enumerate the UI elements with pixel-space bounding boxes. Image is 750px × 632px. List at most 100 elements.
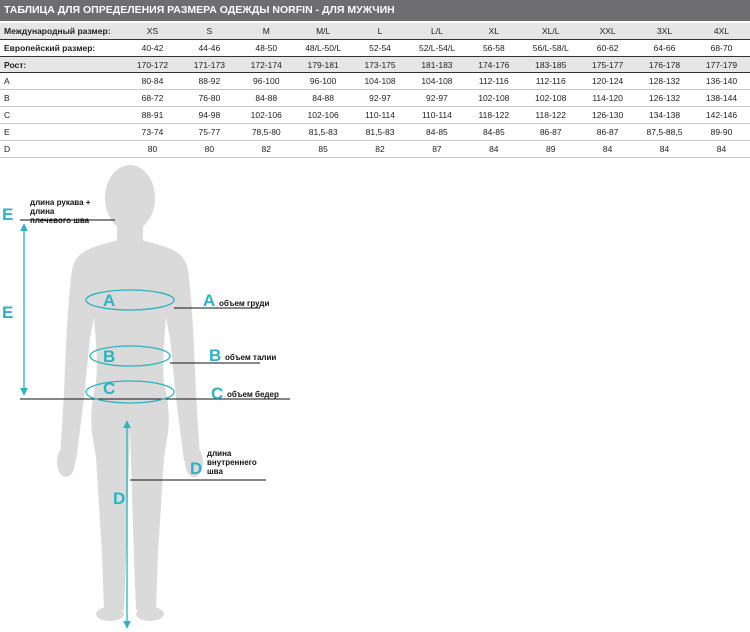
international-size-cell: S bbox=[180, 23, 238, 40]
height-label: Рост: bbox=[0, 56, 125, 73]
measurement-cell: 86-87 bbox=[522, 123, 580, 141]
measurement-cell: 102-108 bbox=[522, 89, 580, 107]
european-size-cell: 56/L-58/L bbox=[522, 39, 580, 57]
measurement-cell: 75-77 bbox=[180, 123, 238, 141]
measurement-cell: 84 bbox=[465, 140, 523, 158]
height-cell: 171-173 bbox=[180, 56, 238, 73]
letter-a-label: A bbox=[203, 291, 215, 310]
measurement-cell: 82 bbox=[237, 140, 295, 158]
measurement-cell: 89-90 bbox=[692, 123, 750, 141]
measure-e: E E длина рукава + длина плечевого шва bbox=[2, 198, 175, 400]
measurement-cell: 80 bbox=[180, 140, 238, 158]
measurement-cell: 92-97 bbox=[408, 89, 466, 107]
measurement-cell: 142-146 bbox=[692, 106, 750, 124]
body-silhouette bbox=[57, 165, 203, 621]
measure-d: D D длина внутреннего шва bbox=[113, 420, 266, 629]
measurement-cell: 76-80 bbox=[180, 89, 238, 107]
height-cell: 174-176 bbox=[465, 56, 523, 73]
measurement-cell: 84-88 bbox=[294, 89, 352, 107]
measurement-cell: 84-88 bbox=[237, 89, 295, 107]
measurement-cell: 96-100 bbox=[294, 72, 352, 90]
label-e-line3: плечевого шва bbox=[30, 216, 90, 225]
height-cell: 172-174 bbox=[237, 56, 295, 73]
letter-b-body: B bbox=[103, 347, 115, 366]
measurement-cell: 81,5-83 bbox=[351, 123, 409, 141]
table-row: C 88-91 94-98 102-106 102-106 110-114 110-114 1… bbox=[0, 106, 750, 124]
measurement-cell: 84 bbox=[579, 140, 637, 158]
letter-a-body: A bbox=[103, 291, 115, 310]
height-cell: 183-185 bbox=[522, 56, 580, 73]
international-size-cell: M bbox=[237, 23, 295, 40]
international-size-cell: XL/L bbox=[522, 23, 580, 40]
european-size-cell: 68-70 bbox=[692, 39, 750, 57]
measurement-label: D bbox=[0, 140, 125, 158]
table-row: D 80 80 82 85 82 87 84 89 84 84 84 bbox=[0, 140, 750, 158]
label-d-line1: длина bbox=[207, 449, 232, 458]
measurement-cell: 138-144 bbox=[692, 89, 750, 107]
european-size-cell: 48-50 bbox=[237, 39, 295, 57]
measurement-cell: 86-87 bbox=[579, 123, 637, 141]
table-row: E 73-74 75-77 78,5-80 81,5-83 81,5-83 84-85 84-… bbox=[0, 123, 750, 141]
european-size-cell: 44-46 bbox=[180, 39, 238, 57]
measurement-cell: 112-116 bbox=[465, 72, 523, 90]
measurement-cell: 118-122 bbox=[465, 106, 523, 124]
height-cell: 175-177 bbox=[579, 56, 637, 73]
measurement-cell: 84 bbox=[636, 140, 693, 158]
international-size-row: Международный размер: XS S M M/L L L/L XL XL/L X… bbox=[0, 23, 750, 40]
height-row: Рост: 170-172 171-173 172-174 179-181 173-17… bbox=[0, 56, 750, 73]
european-size-label: Европейский размер: bbox=[0, 39, 125, 57]
measurement-cell: 84-85 bbox=[408, 123, 466, 141]
measurement-cell: 120-124 bbox=[579, 72, 637, 90]
measurement-cell: 73-74 bbox=[124, 123, 181, 141]
measurement-cell: 80 bbox=[124, 140, 181, 158]
body-measurement-diagram: E E длина рукава + длина плечевого шва A… bbox=[2, 165, 290, 629]
label-c: объем бедер bbox=[227, 390, 279, 399]
page-title: ТАБЛИЦА ДЛЯ ОПРЕДЕЛЕНИЯ РАЗМЕРА ОДЕЖДЫ N… bbox=[0, 0, 750, 21]
label-e-line1: длина рукава + bbox=[30, 198, 91, 207]
measurement-cell: 102-106 bbox=[294, 106, 352, 124]
measure-c: C C объем бедер bbox=[85, 379, 290, 404]
height-cell: 179-181 bbox=[294, 56, 352, 73]
international-size-cell: L bbox=[351, 23, 409, 40]
table-row: B 68-72 76-80 84-88 84-88 92-97 92-97 102-108 10… bbox=[0, 89, 750, 107]
measurement-cell: 96-100 bbox=[237, 72, 295, 90]
size-table: Международный размер: XS S M M/L L L/L XL XL/L X… bbox=[0, 23, 750, 158]
international-size-cell: M/L bbox=[294, 23, 352, 40]
international-size-cell: 4XL bbox=[692, 23, 750, 40]
height-cell: 170-172 bbox=[124, 56, 181, 73]
measurement-cell: 84-85 bbox=[465, 123, 523, 141]
measurement-cell: 134-138 bbox=[636, 106, 693, 124]
european-size-cell: 60-62 bbox=[579, 39, 637, 57]
measurement-cell: 84 bbox=[692, 140, 750, 158]
height-cell: 176-178 bbox=[636, 56, 693, 73]
international-size-cell: XL bbox=[465, 23, 523, 40]
label-a: объем груди bbox=[219, 299, 269, 308]
letter-b-label: B bbox=[209, 346, 221, 365]
letter-c-label: C bbox=[211, 384, 223, 403]
measurement-cell: 87 bbox=[408, 140, 466, 158]
european-size-cell: 52-54 bbox=[351, 39, 409, 57]
measurement-cell: 94-98 bbox=[180, 106, 238, 124]
measurement-cell: 114-120 bbox=[579, 89, 637, 107]
table-row: A 80-84 88-92 96-100 96-100 104-108 104-108 112… bbox=[0, 72, 750, 90]
measurement-cell: 128-132 bbox=[636, 72, 693, 90]
measurement-label: B bbox=[0, 89, 125, 107]
measurement-label: A bbox=[0, 72, 125, 90]
measurement-cell: 92-97 bbox=[351, 89, 409, 107]
measurement-cell: 81,5-83 bbox=[294, 123, 352, 141]
measurement-cell: 88-92 bbox=[180, 72, 238, 90]
label-e-line2: длина bbox=[30, 207, 55, 216]
measure-a: A A объем груди bbox=[85, 289, 269, 311]
european-size-cell: 40-42 bbox=[124, 39, 181, 57]
measurement-cell: 110-114 bbox=[351, 106, 409, 124]
measurement-cell: 88-91 bbox=[124, 106, 181, 124]
letter-e-side: E bbox=[2, 303, 13, 322]
measurement-cell: 82 bbox=[351, 140, 409, 158]
measurement-cell: 104-108 bbox=[351, 72, 409, 90]
measurement-cell: 118-122 bbox=[522, 106, 580, 124]
measurement-cell: 112-116 bbox=[522, 72, 580, 90]
letter-e-top: E bbox=[2, 205, 13, 224]
european-size-cell: 56-58 bbox=[465, 39, 523, 57]
measure-b: B B объем талии bbox=[89, 345, 276, 367]
letter-d-label: D bbox=[190, 459, 202, 478]
